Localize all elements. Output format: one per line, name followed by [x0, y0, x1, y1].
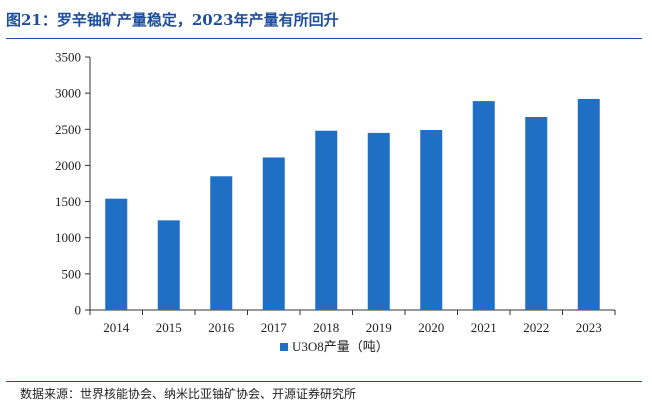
bar-2014 [105, 198, 128, 310]
x-axis: 2014 2015 2016 2017 2018 2019 2020 2021 2022 2023 [89, 309, 616, 335]
bar-2019 [367, 132, 390, 310]
source-note: 数据来源：世界核能协会、纳米比亚铀矿协会、开源证券研究所 [20, 387, 357, 401]
bar-2016 [210, 176, 233, 310]
y-tick-label: 0 [75, 303, 82, 318]
x-tick-label: 2023 [576, 320, 602, 335]
y-tick-label: 1500 [55, 194, 81, 209]
x-tick-label: 2019 [366, 320, 392, 335]
x-tick-label: 2018 [313, 320, 339, 335]
figure-title: 图21：罗辛铀矿产量稳定，2023年产量有所回升 [6, 11, 339, 29]
y-tick-label: 3500 [55, 50, 81, 65]
legend-label: U3O8产量（吨） [292, 339, 389, 354]
y-tick-label: 3000 [55, 86, 81, 101]
source-divider [6, 381, 642, 382]
y-tick-label: 1000 [55, 230, 81, 245]
bar-2021 [472, 101, 495, 310]
y-tick-label: 500 [62, 266, 82, 281]
y-tick-label: 2000 [55, 158, 81, 173]
y-axis: 0 500 1000 1500 2000 2500 3000 3500 [55, 50, 91, 318]
y-tick-label: 2500 [55, 122, 81, 137]
bar-2015 [157, 220, 180, 310]
x-tick-label: 2015 [156, 320, 182, 335]
legend-swatch [280, 343, 288, 351]
x-tick-label: 2020 [418, 320, 444, 335]
bars-group [105, 98, 600, 310]
bar-2017 [262, 157, 285, 310]
x-tick-label: 2017 [261, 320, 288, 335]
legend: U3O8产量（吨） [280, 339, 389, 354]
bar-2023 [577, 98, 600, 310]
x-tick-label: 2021 [471, 320, 497, 335]
title-divider [6, 38, 642, 39]
x-tick-label: 2014 [103, 320, 130, 335]
x-tick-label: 2022 [523, 320, 549, 335]
bar-2018 [315, 130, 338, 310]
bar-2020 [420, 130, 443, 310]
x-tick-label: 2016 [208, 320, 235, 335]
bar-2022 [525, 116, 548, 310]
